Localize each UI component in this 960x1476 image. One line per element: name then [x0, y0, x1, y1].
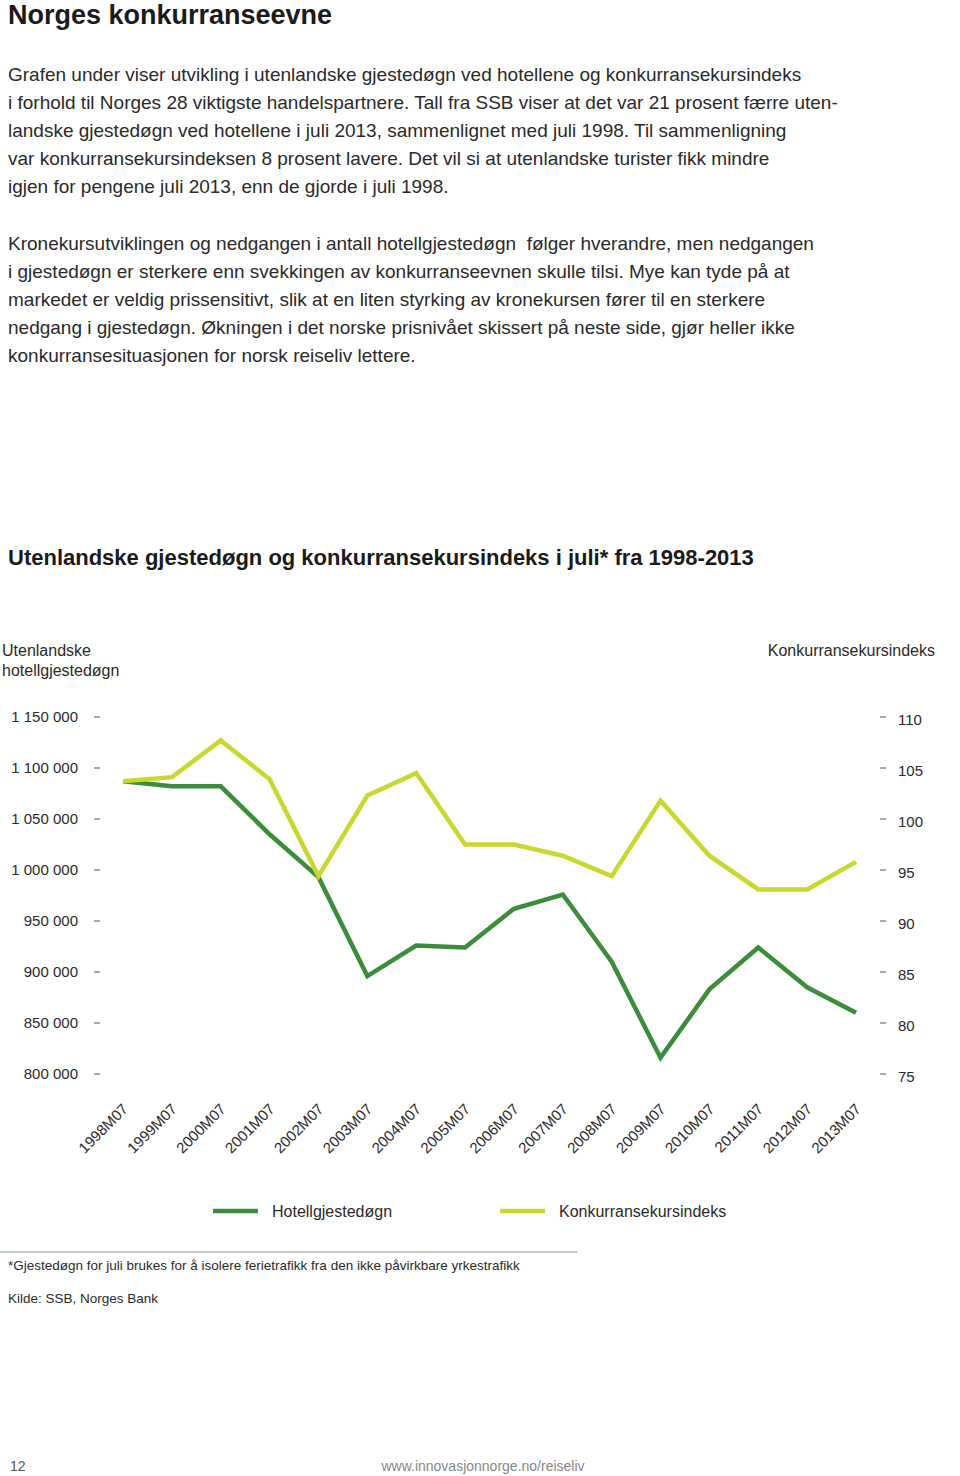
x-tick-label: 2002M07	[270, 1100, 326, 1156]
paragraph-line: landske gjestedøgn ved hotellene i juli …	[8, 120, 786, 141]
x-tick-label: 2006M07	[466, 1100, 522, 1156]
y-tick-label: 800 000	[24, 1065, 78, 1082]
y-tick-label: 900 000	[24, 963, 78, 980]
x-tick-label: 2008M07	[564, 1100, 620, 1156]
source: Kilde: SSB, Norges Bank	[8, 1291, 158, 1306]
y-tick	[94, 768, 100, 769]
y2-tick-label: 80	[898, 1017, 915, 1034]
paragraph-line: nedgang i gjestedøgn. Økningen i det nor…	[8, 317, 795, 338]
paragraph-line: markedet er veldig prissensitivt, slik a…	[8, 289, 765, 310]
x-tick-label: 1998M07	[75, 1100, 131, 1156]
y-tick-label: 1 100 000	[11, 759, 78, 776]
paragraph-line: i forhold til Norges 28 viktigste handel…	[8, 92, 838, 113]
legend-label: Konkurransekursindeks	[559, 1203, 726, 1220]
y-tick-label: 1 150 000	[11, 708, 78, 725]
y-tick	[94, 972, 100, 973]
x-tick-label: 2000M07	[173, 1100, 229, 1156]
y2-tick-label: 90	[898, 915, 915, 932]
legend-swatch	[500, 1209, 545, 1214]
x-tick-label: 2001M07	[221, 1100, 277, 1156]
x-tick-label: 2011M07	[711, 1100, 766, 1155]
paragraph-line: i gjestedøgn er sterkere enn svekkingen …	[8, 261, 790, 282]
y2-tick	[880, 921, 886, 922]
y-axis: 800 000 850 000 900 000 950 000 1 000 000 1 0…	[11, 708, 100, 1082]
legend-label: Hotellgjestedøgn	[272, 1203, 392, 1220]
x-tick-label: 2012M07	[759, 1100, 815, 1156]
footnote: *Gjestedøgn for juli brukes for å isoler…	[8, 1258, 520, 1273]
page: Norges konkurranseevne Grafen under viser…	[0, 0, 960, 1476]
y2-tick	[880, 1074, 886, 1075]
x-tick-label: 2009M07	[612, 1100, 668, 1156]
paragraph-line: Grafen under viser utvikling i utenlands…	[8, 64, 801, 85]
y2-tick-label: 100	[898, 813, 923, 830]
y2-tick-label: 110	[898, 711, 922, 728]
series-line	[123, 781, 856, 1057]
series-line	[123, 740, 856, 889]
legend: Hotellgjestedøgn Konkurransekursindeks	[213, 1203, 726, 1220]
x-tick-label: 2004M07	[368, 1100, 424, 1156]
y-tick-label: 850 000	[24, 1014, 78, 1031]
x-axis: 1998M071999M072000M072001M072002M072003M…	[75, 1100, 864, 1156]
y-tick	[94, 1074, 100, 1075]
y2-tick	[880, 768, 886, 769]
footer-url: www.innovasjonnorge.no/reiseliv	[380, 1458, 584, 1474]
y2-tick	[880, 972, 886, 973]
heading: Norges konkurranseevne	[8, 0, 332, 30]
y-axis-title: Utenlandske	[2, 642, 91, 659]
x-tick-label: 1999M07	[124, 1100, 180, 1156]
x-tick-label: 2007M07	[515, 1100, 571, 1156]
y2-tick	[880, 870, 886, 871]
y2-tick-label: 95	[898, 864, 915, 881]
x-tick-label: 2013M07	[808, 1100, 864, 1156]
y-tick	[94, 819, 100, 820]
footnote-rule	[0, 1252, 578, 1253]
y2-axis-title: Konkurransekursindeks	[768, 642, 935, 659]
y-tick	[94, 921, 100, 922]
y2-tick-label: 105	[898, 762, 923, 779]
legend-swatch	[213, 1209, 258, 1214]
x-tick-label: 2005M07	[417, 1100, 473, 1156]
y-tick-label: 950 000	[24, 912, 78, 929]
paragraph-line: var konkurransekursindeksen 8 prosent la…	[8, 148, 769, 169]
chart-title: Utenlandske gjestedøgn og konkurransekur…	[8, 545, 754, 570]
x-tick-label: 2003M07	[319, 1100, 375, 1156]
y2-tick-label: 75	[898, 1068, 915, 1085]
x-tick-label: 2010M07	[661, 1100, 717, 1156]
y-tick-label: 1 000 000	[11, 861, 78, 878]
y-tick-label: 1 050 000	[11, 810, 78, 827]
y-tick	[94, 717, 100, 718]
plot-area	[123, 740, 856, 1057]
paragraph-line: Kronekursutviklingen og nedgangen i anta…	[8, 233, 814, 254]
paragraph-line: konkurransesituasjonen for norsk reiseli…	[8, 345, 416, 366]
y2-tick-label: 85	[898, 966, 915, 983]
page-number: 12	[10, 1458, 26, 1474]
y2-tick	[880, 717, 886, 718]
paragraph-line: igjen for pengene juli 2013, enn de gjor…	[8, 176, 449, 197]
y2-tick	[880, 819, 886, 820]
y2-tick	[880, 1023, 886, 1024]
y2-axis: 75 80 85 90 95 100 105 110	[880, 711, 923, 1085]
y-tick	[94, 1023, 100, 1024]
y-axis-title: hotellgjestedøgn	[2, 662, 119, 679]
y-tick	[94, 870, 100, 871]
